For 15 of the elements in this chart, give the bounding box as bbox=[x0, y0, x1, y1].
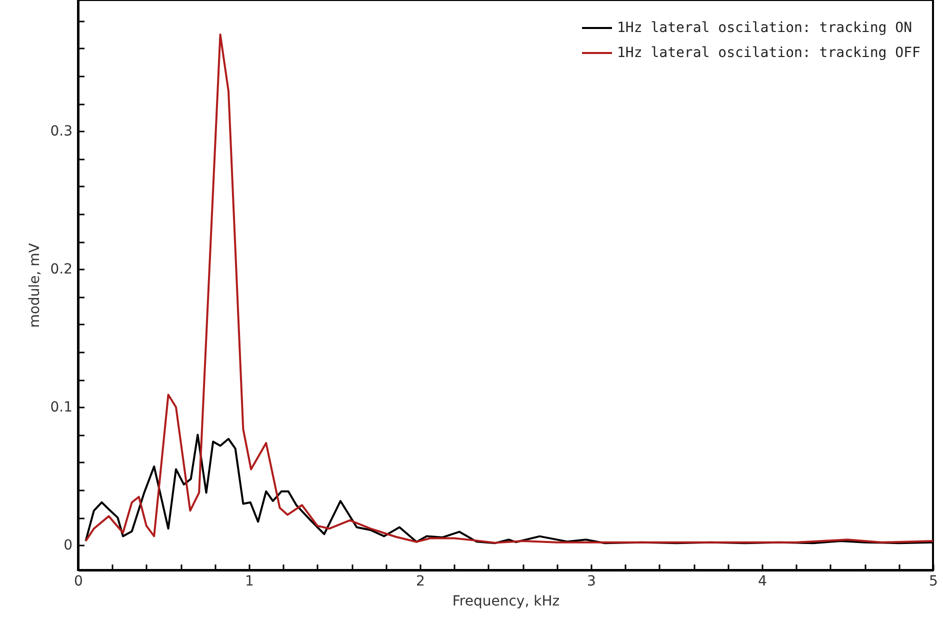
y-tick-label: 0.3 bbox=[50, 124, 72, 140]
x-tick-label: 2 bbox=[416, 574, 425, 590]
legend-label: 1Hz lateral oscilation: tracking ON bbox=[617, 20, 912, 36]
x-axis-title: Frequency, kHz bbox=[452, 594, 560, 610]
y-tick-label: 0 bbox=[64, 538, 72, 554]
y-tick-label: 0.1 bbox=[50, 400, 72, 416]
x-tick-label: 3 bbox=[587, 574, 596, 590]
line-series bbox=[84, 34, 933, 544]
legend-label: 1Hz lateral oscilation: tracking OFF bbox=[617, 45, 920, 61]
y-axis-title: module, mV bbox=[27, 242, 44, 328]
x-tick-label: 5 bbox=[929, 574, 938, 590]
y-tick-label: 0.2 bbox=[50, 262, 72, 278]
x-tick-label: 1 bbox=[245, 574, 254, 590]
x-tick-label: 4 bbox=[758, 574, 768, 590]
x-tick-label: 0 bbox=[74, 574, 83, 590]
